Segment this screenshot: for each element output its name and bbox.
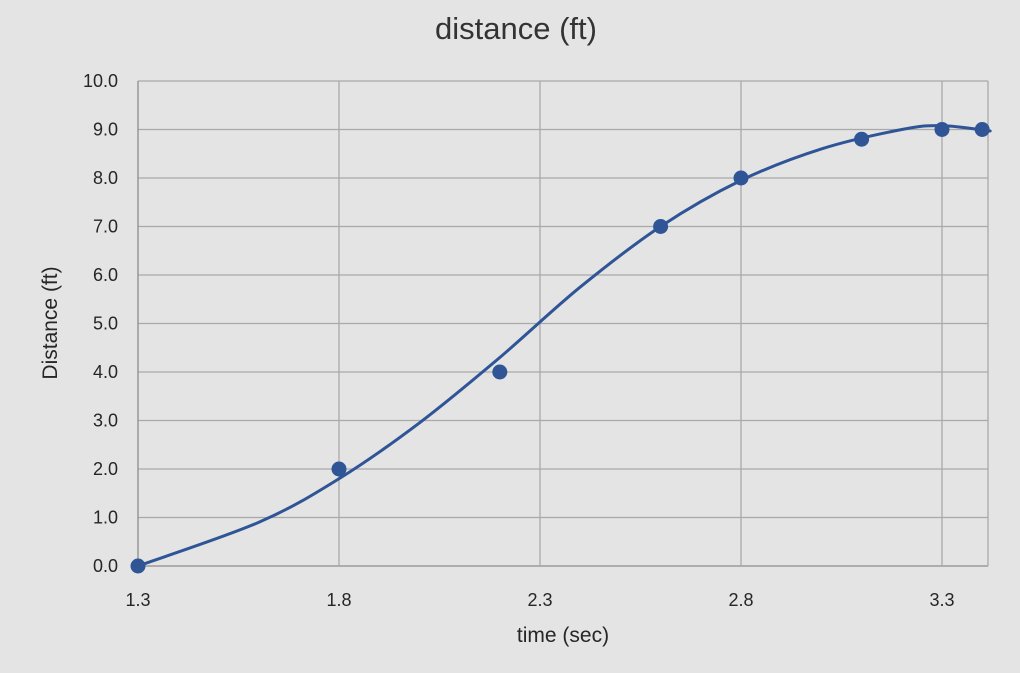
x-axis-title: time (sec) <box>517 624 609 647</box>
y-tick-label: 7.0 <box>93 217 118 237</box>
y-gridlines <box>138 80 988 567</box>
y-tick-label: 9.0 <box>93 120 118 140</box>
data-point <box>854 131 870 147</box>
y-tick-label: 3.0 <box>93 411 118 431</box>
y-tick-label: 1.0 <box>93 508 118 528</box>
y-tick-label: 2.0 <box>93 459 118 479</box>
y-tick-labels: 0.0 1.0 2.0 3.0 4.0 5.0 6.0 7.0 8.0 9.0 10.0 <box>83 71 118 576</box>
x-tick-label: 2.8 <box>728 590 753 610</box>
x-tick-labels: 1.3 1.8 2.3 2.8 3.3 <box>125 590 954 610</box>
y-tick-label: 0.0 <box>93 556 118 576</box>
y-tick-label: 5.0 <box>93 314 118 334</box>
data-point <box>934 122 950 137</box>
data-point <box>974 122 990 137</box>
data-points <box>130 122 990 574</box>
y-tick-label: 4.0 <box>93 362 118 382</box>
data-point <box>331 461 347 477</box>
trendline-group <box>136 124 992 568</box>
y-tick-label: 10.0 <box>83 71 118 91</box>
y-tick-label: 6.0 <box>93 265 118 285</box>
y-tick-label: 8.0 <box>93 168 118 188</box>
x-tick-label: 1.8 <box>326 590 351 610</box>
x-tick-label: 2.3 <box>527 590 552 610</box>
data-point <box>492 364 508 380</box>
data-point <box>653 219 669 234</box>
chart-title: distance (ft) <box>435 11 597 46</box>
trendline <box>136 124 992 568</box>
data-point <box>130 558 146 574</box>
y-axis-title: Distance (ft) <box>39 266 62 379</box>
x-tick-label: 3.3 <box>929 590 954 610</box>
x-tick-label: 1.3 <box>125 590 150 610</box>
data-point <box>733 170 749 186</box>
